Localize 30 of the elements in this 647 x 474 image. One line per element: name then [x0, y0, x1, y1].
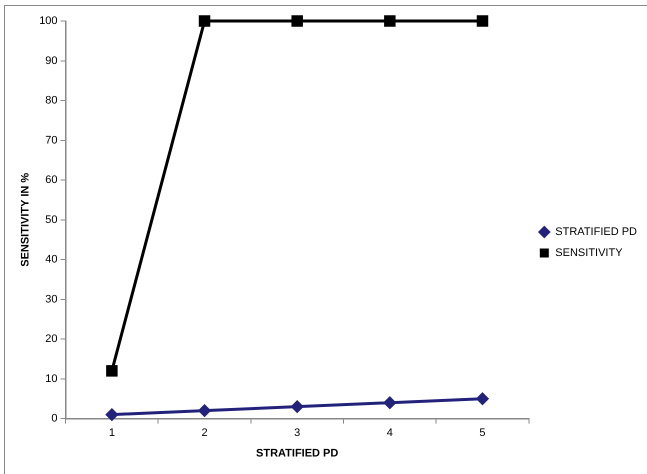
y-tick-label: 20 — [45, 333, 58, 346]
x-tick-label: 5 — [479, 427, 486, 440]
y-tick-label: 50 — [45, 214, 58, 226]
point — [198, 404, 211, 417]
x-tick-label: 1 — [108, 427, 115, 440]
point — [106, 408, 118, 421]
y-tick-label: 80 — [45, 94, 58, 107]
point — [384, 15, 396, 27]
y-tick-label: 70 — [45, 134, 58, 146]
x-axis-title: STRATIFIED PD — [256, 447, 338, 460]
point — [291, 400, 304, 413]
x-tick-label: 2 — [201, 427, 208, 440]
y-tick-label: 0 — [51, 412, 58, 425]
y-tick-label: 30 — [45, 293, 58, 306]
legend-label: STRATIFIED PD — [555, 226, 638, 238]
y-tick-label: 100 — [39, 15, 58, 28]
legend-label: SENSITIVITY — [555, 247, 624, 260]
x-tick-label: 4 — [386, 427, 393, 440]
point — [384, 396, 396, 409]
y-tick-label: 90 — [45, 54, 58, 67]
y-tick-label: 60 — [45, 174, 58, 186]
x-tick-label: 3 — [294, 427, 300, 440]
y-tick-label: 10 — [45, 372, 58, 385]
point — [476, 392, 488, 405]
y-axis-title: SENSITIVITY IN % — [20, 172, 32, 267]
y-tick-label: 40 — [45, 254, 58, 266]
point — [476, 15, 488, 27]
point — [198, 15, 210, 27]
point — [106, 365, 118, 377]
point — [291, 15, 303, 27]
